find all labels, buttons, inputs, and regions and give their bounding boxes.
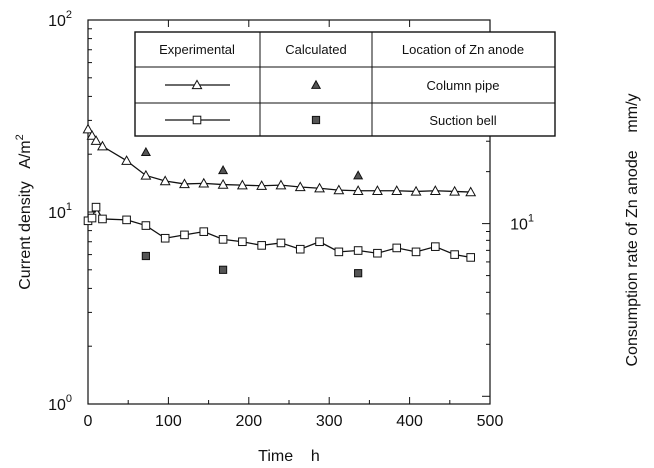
y-left-tick-base: 10 <box>48 13 66 30</box>
point-suction-bell-experimental <box>373 248 382 258</box>
y-left-axis-label-sup: 2 <box>14 134 26 140</box>
y-left-tick-exp: 0 <box>66 393 72 405</box>
legend-header-experimental: Experimental <box>159 42 235 57</box>
point-column-pipe-experimental <box>371 185 383 195</box>
point-suction-bell-experimental <box>450 250 459 259</box>
point-suction-bell-experimental <box>87 213 97 223</box>
point-suction-bell-experimental <box>411 247 421 257</box>
point-suction-bell-experimental <box>238 237 247 247</box>
point-column-pipe-experimental <box>391 185 403 195</box>
point-column-pipe-experimental <box>410 185 422 196</box>
point-column-pipe-experimental <box>121 155 133 165</box>
point-suction-bell-experimental <box>257 241 266 250</box>
point-suction-bell-experimental <box>98 214 107 224</box>
legend-marker-experimental <box>191 79 203 90</box>
point-column-pipe-experimental <box>294 181 306 192</box>
point-suction-bell-experimental <box>315 237 324 247</box>
point-column-pipe-experimental <box>333 184 345 195</box>
point-suction-bell-calculated <box>354 269 363 278</box>
y-left-axis-label-main: Current density A/m <box>17 140 34 289</box>
point-column-pipe-experimental <box>97 140 108 151</box>
point-column-pipe-calculated <box>140 146 151 157</box>
x-tick-label: 400 <box>396 413 423 430</box>
x-tick-label: 100 <box>155 413 182 430</box>
y-right-axis-label: Consumption rate of Zn anode mm/y <box>624 93 641 366</box>
data-markers <box>82 123 477 278</box>
point-suction-bell-experimental <box>431 242 440 251</box>
point-column-pipe-experimental <box>465 186 477 197</box>
legend-location-suction-bell: Suction bell <box>429 113 496 128</box>
y-left-tick-label: 100 <box>48 393 72 414</box>
y-left-tick-base: 10 <box>48 205 66 222</box>
y-left-axis-label: Current density A/m2 <box>14 134 34 290</box>
point-column-pipe-experimental <box>159 175 171 186</box>
legend-header-location: Location of Zn anode <box>402 42 524 57</box>
point-column-pipe-experimental <box>82 123 94 134</box>
x-tick-label: 300 <box>316 413 343 430</box>
legend-marker-experimental <box>192 115 202 125</box>
point-suction-bell-calculated <box>141 251 150 261</box>
point-column-pipe-experimental <box>314 182 326 193</box>
point-column-pipe-experimental <box>90 135 102 145</box>
legend: Experimental Calculated Location of Zn a… <box>134 31 556 137</box>
point-suction-bell-experimental <box>141 221 151 230</box>
point-column-pipe-calculated <box>218 165 229 175</box>
point-suction-bell-experimental <box>276 238 286 248</box>
point-column-pipe-calculated <box>353 170 364 180</box>
point-column-pipe-experimental <box>86 129 98 140</box>
y-right-tick-base: 10 <box>510 217 528 234</box>
point-column-pipe-experimental <box>140 169 152 180</box>
y-left-tick-exp: 2 <box>66 9 72 21</box>
point-suction-bell-experimental <box>91 202 101 212</box>
legend-frame <box>134 31 556 137</box>
y-right-tick-exp: 1 <box>528 213 534 225</box>
point-column-pipe-experimental <box>449 185 461 196</box>
point-suction-bell-experimental <box>122 215 131 225</box>
legend-marker-calculated <box>311 115 321 125</box>
y-left-tick-label: 101 <box>48 201 72 222</box>
legend-marker-calculated <box>310 79 322 89</box>
point-column-pipe-experimental <box>275 179 287 190</box>
point-suction-bell-experimental <box>392 243 402 253</box>
point-suction-bell-experimental <box>334 247 344 257</box>
y-right-tick-label: 101 <box>510 213 534 234</box>
y-left-tick-base: 10 <box>48 397 66 414</box>
point-suction-bell-calculated <box>218 265 228 274</box>
y-left-tick-label: 102 <box>48 9 72 30</box>
legend-location-column-pipe: Column pipe <box>427 78 500 93</box>
x-tick-label: 500 <box>477 413 504 430</box>
legend-marks <box>165 79 322 125</box>
point-column-pipe-experimental <box>179 178 190 189</box>
point-suction-bell-experimental <box>180 230 189 240</box>
point-suction-bell-experimental <box>466 253 476 262</box>
x-axis-label: Time h <box>258 448 320 465</box>
point-column-pipe-experimental <box>217 178 229 189</box>
point-suction-bell-experimental <box>218 235 228 244</box>
legend-header-calculated: Calculated <box>285 42 346 57</box>
point-column-pipe-experimental <box>256 180 268 190</box>
y-left-tick-exp: 1 <box>66 201 72 213</box>
point-column-pipe-experimental <box>236 179 248 190</box>
point-column-pipe-experimental <box>429 185 441 195</box>
point-suction-bell-experimental <box>295 244 305 254</box>
point-suction-bell-experimental <box>199 227 209 236</box>
x-tick-label: 0 <box>84 413 93 430</box>
point-column-pipe-experimental <box>352 185 364 195</box>
point-column-pipe-experimental <box>198 177 210 188</box>
point-suction-bell-experimental <box>353 246 363 255</box>
point-suction-bell-experimental <box>160 233 170 243</box>
x-tick-label: 200 <box>235 413 262 430</box>
